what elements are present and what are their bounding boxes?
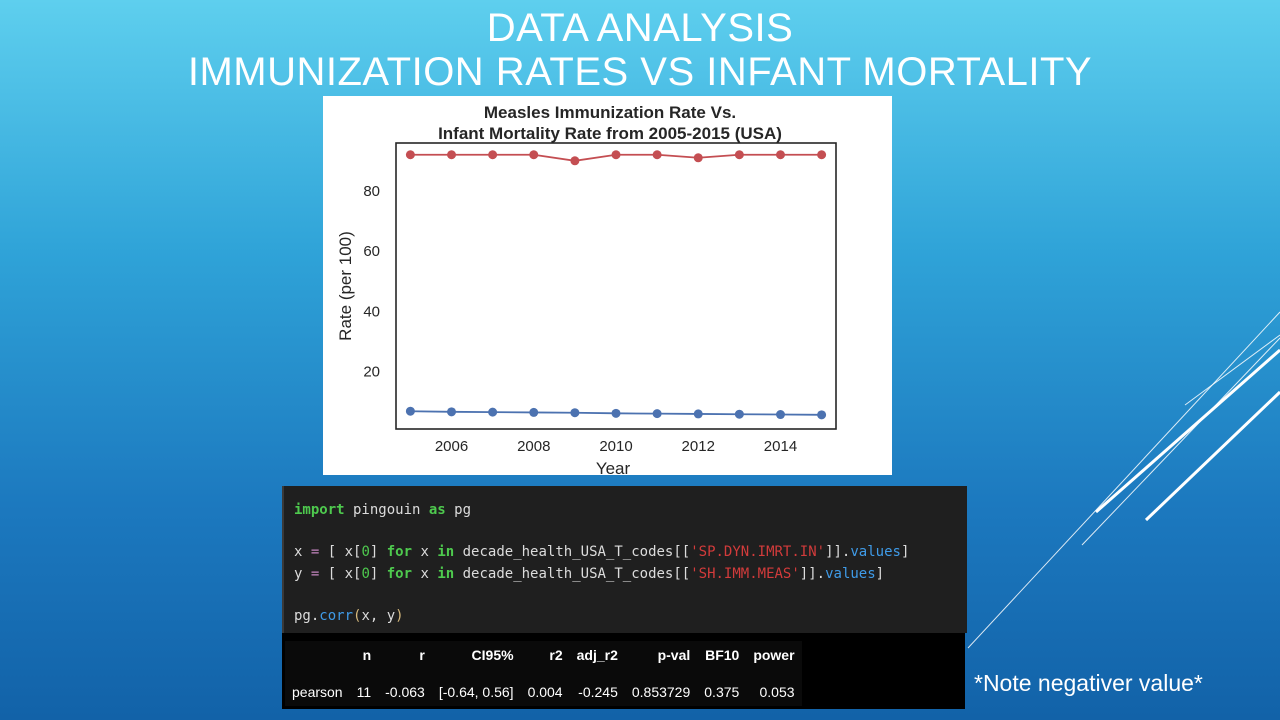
chart-title-line-1: Measles Immunization Rate Vs. [484, 103, 736, 122]
data-point [734, 409, 744, 419]
plot-area [395, 142, 837, 430]
output-panel: n r CI95% r2 adj_r2 p-val BF10 power pea… [282, 633, 965, 709]
data-point [611, 408, 621, 418]
cell-method: pearson [292, 684, 343, 700]
data-point [817, 410, 827, 420]
data-point [488, 407, 498, 417]
cell-ci95: [-0.64, 0.56] [438, 684, 514, 700]
code-line-2: x = [ x[0] for x in decade_health_USA_T_… [294, 544, 910, 560]
data-point [611, 150, 621, 160]
data-point [693, 153, 703, 163]
data-point [570, 408, 580, 418]
data-point [775, 410, 785, 420]
header-r2: r2 [549, 647, 563, 663]
cell-bf10: 0.375 [704, 684, 740, 700]
header-power: power [753, 647, 795, 663]
y-tick-label: 20 [363, 364, 380, 381]
header-index [285, 641, 350, 673]
line-chart: Measles Immunization Rate Vs. Infant Mor… [336, 103, 837, 475]
data-point [529, 150, 539, 160]
data-point [529, 407, 539, 417]
data-point [652, 409, 662, 419]
x-tick-labels: 2006 2008 2010 2012 2014 [435, 438, 797, 455]
data-point [652, 150, 662, 160]
data-point [570, 156, 580, 166]
code-line-4: pg.corr(x, y) [294, 608, 404, 624]
header-n: n [362, 647, 372, 663]
cell-r2: 0.004 [527, 684, 563, 700]
table-row: pearson 11 -0.063 [-0.64, 0.56] 0.004 -0… [285, 673, 802, 706]
correlation-table: n r CI95% r2 adj_r2 p-val BF10 power pea… [285, 641, 802, 706]
slide-title: DATA ANALYSIS IMMUNIZATION RATES VS INFA… [0, 6, 1280, 94]
data-point [693, 409, 703, 419]
cell-r: -0.063 [385, 684, 425, 700]
header-adj-r2: adj_r2 [576, 647, 618, 663]
cell-adj-r2: -0.245 [578, 684, 618, 700]
x-tick-label: 2008 [517, 438, 550, 455]
x-axis-label: Year [596, 459, 631, 475]
chart-panel: Measles Immunization Rate Vs. Infant Mor… [323, 96, 892, 475]
code-line-1: import pingouin as pg [294, 502, 472, 518]
y-axis-label: Rate (per 100) [336, 231, 355, 341]
y-tick-labels: 20 40 60 80 [363, 183, 380, 381]
y-tick-label: 60 [363, 243, 380, 260]
title-line-1: DATA ANALYSIS [486, 6, 794, 50]
data-series [405, 150, 827, 420]
header-p-val: p-val [657, 647, 691, 663]
code-line-3: y = [ x[0] for x in decade_health_USA_T_… [294, 566, 885, 582]
header-r: r [419, 647, 425, 663]
chart-title-line-2: Infant Mortality Rate from 2005-2015 (US… [438, 124, 782, 143]
data-point [405, 406, 415, 416]
cell-n: 11 [356, 684, 372, 700]
code-cell[interactable]: import pingouin as pg x = [ x[0] for x i… [282, 486, 967, 633]
table-header-row: n r CI95% r2 adj_r2 p-val BF10 power [285, 641, 802, 673]
y-tick-label: 40 [363, 303, 380, 320]
x-tick-label: 2010 [599, 438, 632, 455]
header-bf10: BF10 [705, 647, 740, 663]
data-point [447, 407, 457, 417]
header-ci95: CI95% [471, 647, 514, 663]
data-point [447, 150, 457, 160]
y-tick-label: 80 [363, 183, 380, 200]
note-text: *Note negativer value* [974, 670, 1203, 696]
x-tick-label: 2014 [764, 438, 797, 455]
x-tick-label: 2012 [682, 438, 715, 455]
title-line-2: IMMUNIZATION RATES VS INFANT MORTALITY [187, 50, 1093, 94]
data-point [405, 150, 415, 160]
data-point [488, 150, 498, 160]
data-point [817, 150, 827, 160]
data-point [775, 150, 785, 160]
cell-power: 0.053 [759, 684, 795, 700]
data-point [734, 150, 744, 160]
cell-p-val: 0.853729 [631, 684, 691, 700]
x-tick-label: 2006 [435, 438, 468, 455]
